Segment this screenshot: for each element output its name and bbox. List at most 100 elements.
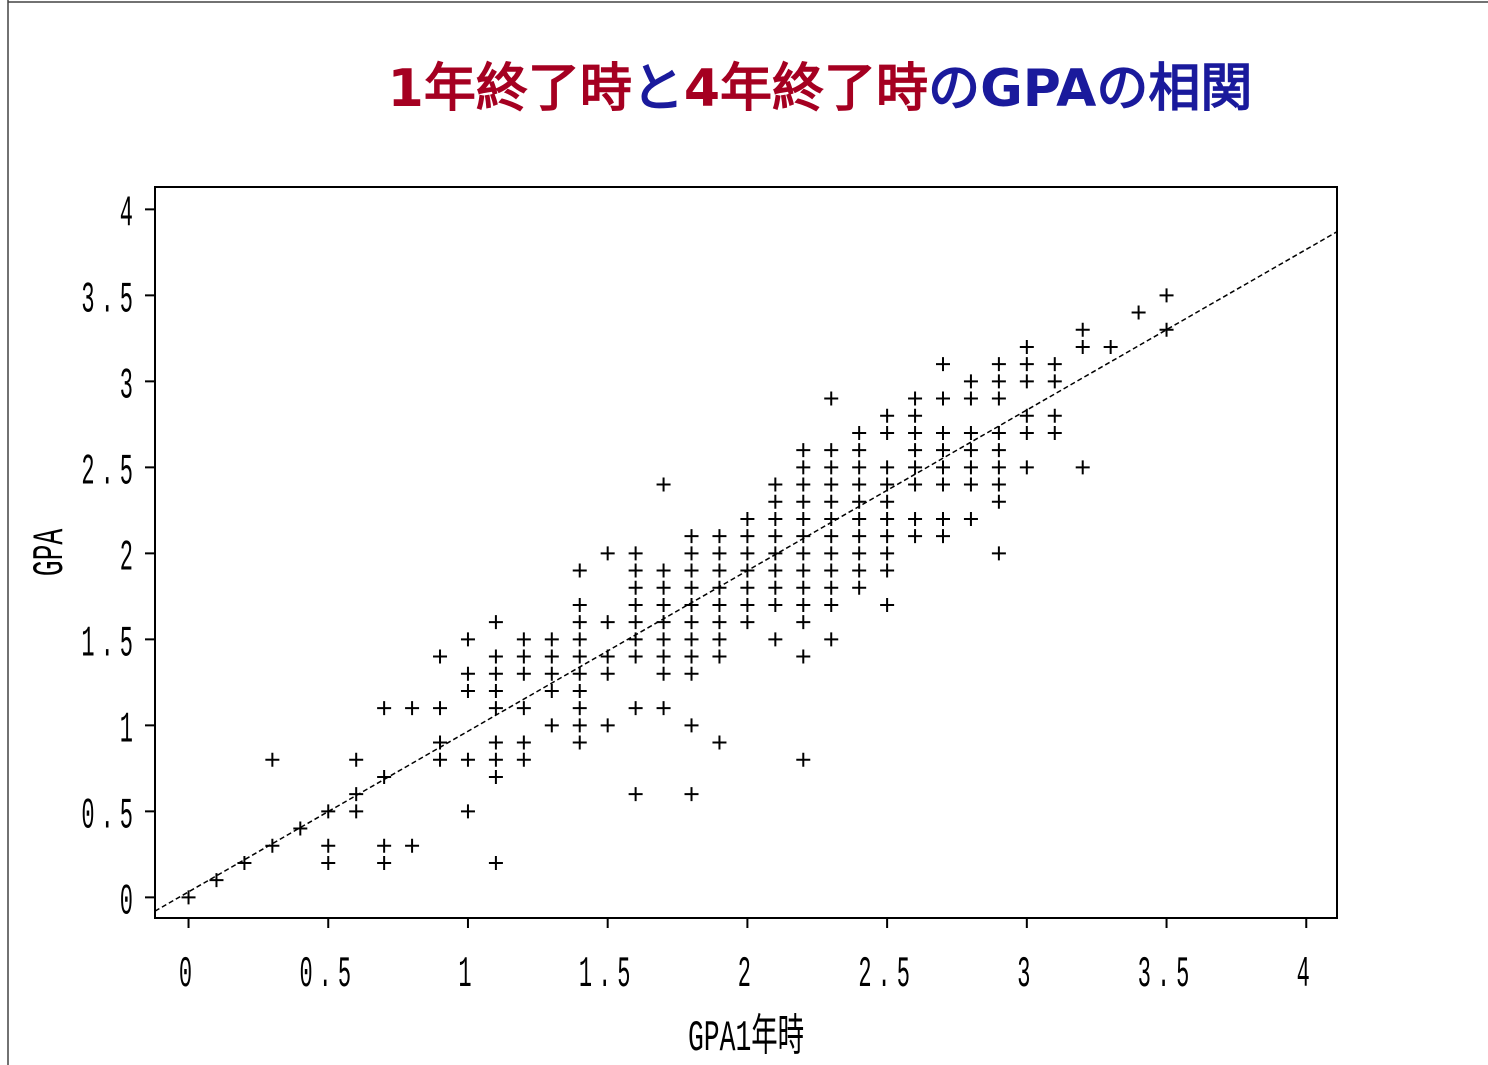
- point: [963, 511, 978, 526]
- point: [684, 546, 699, 561]
- y-tick-label: 0: [120, 878, 139, 927]
- point: [712, 580, 727, 595]
- point: [712, 649, 727, 664]
- point: [1047, 374, 1062, 389]
- point: [349, 752, 364, 767]
- point: [488, 855, 503, 870]
- point: [796, 477, 811, 492]
- point: [684, 666, 699, 681]
- point: [293, 821, 308, 836]
- point: [880, 529, 895, 544]
- point: [768, 632, 783, 647]
- point: [712, 529, 727, 544]
- point: [963, 391, 978, 406]
- point: [265, 838, 280, 853]
- point: [880, 477, 895, 492]
- point: [656, 632, 671, 647]
- point: [237, 855, 252, 870]
- point: [488, 615, 503, 630]
- point: [181, 890, 196, 905]
- point: [824, 477, 839, 492]
- point: [1047, 425, 1062, 440]
- point: [824, 546, 839, 561]
- point: [963, 477, 978, 492]
- title-part: 1年終了時: [388, 59, 632, 119]
- point: [1047, 408, 1062, 423]
- point: [796, 580, 811, 595]
- point: [321, 804, 336, 819]
- point: [265, 752, 280, 767]
- point: [852, 425, 867, 440]
- point: [656, 666, 671, 681]
- y-axis-label: GPA: [26, 529, 76, 577]
- point: [991, 374, 1006, 389]
- y-tick-label: 3.5: [81, 276, 139, 325]
- point: [572, 597, 587, 612]
- point: [768, 546, 783, 561]
- point: [991, 357, 1006, 372]
- point: [460, 683, 475, 698]
- point: [880, 546, 895, 561]
- point: [991, 460, 1006, 475]
- plot-layer: 0 0.5 1 1.5 2 2.5 3 3.5 4 0 0.5 1 1.5 2 2.5 3 3.5 4 GPA1年時…: [26, 190, 1338, 1063]
- y-tick-label: 2.5: [81, 448, 139, 497]
- point: [824, 494, 839, 509]
- point: [936, 357, 950, 372]
- point: [880, 460, 895, 475]
- point: [740, 546, 755, 561]
- y-tick-label: 1.5: [81, 620, 139, 669]
- point: [433, 649, 448, 664]
- point: [852, 494, 867, 509]
- chart-title: 1年終了時と4年終了時のGPAの相関: [388, 59, 1253, 119]
- point: [936, 425, 950, 440]
- point: [908, 391, 923, 406]
- point: [796, 563, 811, 578]
- x-tick-label: 1: [458, 951, 477, 1000]
- point: [740, 597, 755, 612]
- point: [516, 632, 531, 647]
- x-tick-label: 3: [1017, 951, 1036, 1000]
- point: [824, 597, 839, 612]
- point: [908, 408, 923, 423]
- point: [349, 804, 364, 819]
- point: [684, 718, 699, 733]
- point: [377, 838, 392, 853]
- point: [209, 873, 224, 888]
- point: [1019, 460, 1034, 475]
- x-axis-label: GPA1年時: [688, 1011, 804, 1063]
- point: [1075, 339, 1090, 354]
- point: [880, 494, 895, 509]
- point: [544, 683, 559, 698]
- point: [656, 563, 671, 578]
- point: [488, 769, 503, 784]
- point: [600, 615, 615, 630]
- point: [684, 529, 699, 544]
- point: [656, 597, 671, 612]
- point: [628, 563, 643, 578]
- point: [656, 649, 671, 664]
- point: [516, 649, 531, 664]
- point: [656, 701, 671, 716]
- x-tick-label: 0: [179, 951, 198, 1000]
- point: [740, 563, 755, 578]
- point: [544, 632, 559, 647]
- point: [1075, 322, 1090, 337]
- point: [516, 752, 531, 767]
- point: [349, 787, 364, 802]
- point: [600, 546, 615, 561]
- point: [991, 443, 1006, 458]
- point: [852, 511, 867, 526]
- point: [712, 563, 727, 578]
- point: [572, 735, 587, 750]
- point: [908, 529, 923, 544]
- point: [377, 701, 392, 716]
- point: [600, 718, 615, 733]
- point: [852, 546, 867, 561]
- point: [712, 546, 727, 561]
- point: [488, 666, 503, 681]
- point: [712, 632, 727, 647]
- point: [628, 649, 643, 664]
- point: [684, 580, 699, 595]
- point: [572, 615, 587, 630]
